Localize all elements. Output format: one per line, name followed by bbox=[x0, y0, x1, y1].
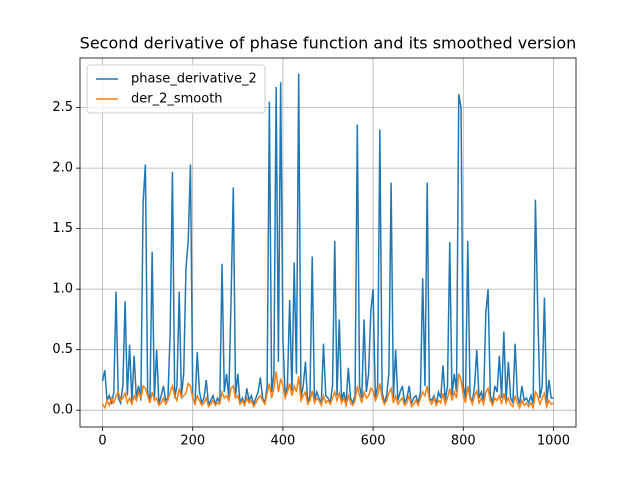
x-tick-label: 600 bbox=[361, 434, 386, 449]
legend-box bbox=[86, 64, 266, 114]
line-series bbox=[101, 73, 554, 409]
legend-label: phase_derivative_2 bbox=[131, 72, 257, 87]
x-tick-label: 400 bbox=[270, 434, 295, 449]
x-tick-label: 1000 bbox=[537, 434, 570, 449]
x-tick-label: 200 bbox=[180, 434, 205, 449]
x-tick-label: 800 bbox=[451, 434, 476, 449]
legend-label: der_2_smooth bbox=[131, 92, 223, 107]
y-tick-label: 1.0 bbox=[52, 282, 73, 297]
y-tick-label: 1.5 bbox=[52, 221, 73, 236]
x-tick-label: 0 bbox=[98, 434, 106, 449]
y-tick-label: 2.5 bbox=[52, 100, 73, 115]
y-tick-label: 2.0 bbox=[52, 161, 73, 176]
chart-title: Second derivative of phase function and … bbox=[80, 34, 577, 53]
line-series bbox=[101, 371, 554, 411]
y-tick-label: 0.5 bbox=[52, 342, 73, 357]
plot-frame bbox=[79, 57, 577, 428]
y-tick-label: 0.0 bbox=[52, 403, 73, 418]
legend: phase_derivative_2 der_2_smooth bbox=[86, 64, 266, 114]
